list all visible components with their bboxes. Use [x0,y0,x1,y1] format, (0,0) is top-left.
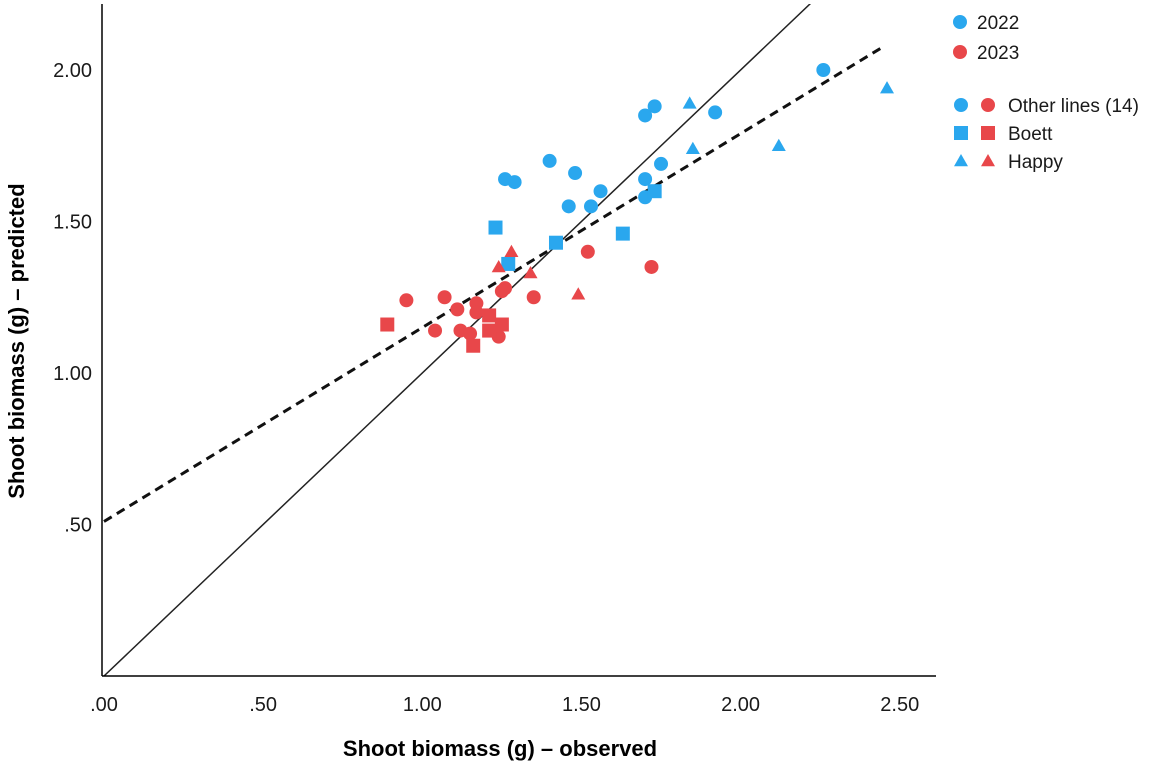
data-square-point-2023 [380,317,395,332]
legend-circle-2023-marker [981,98,995,112]
y-axis-title: Shoot biomass (g) – predicted [4,183,29,498]
data-point-2023 [494,284,509,299]
legend-triangle-2023-marker [981,154,995,167]
data-point-2022 [638,172,653,187]
data-square-point-2023 [494,317,509,332]
data-point-2022 [561,199,576,214]
data-triangle-point-2023 [491,259,506,273]
data-square-point-2022 [647,184,662,199]
legend-line-label: Other lines (14) [1008,96,1139,117]
legend-line-label: Boett [1008,124,1053,145]
data-triangle-point-2022 [685,141,700,155]
x-tick-label: 2.50 [880,694,919,716]
y-tick-label: .50 [64,515,92,537]
axes [101,4,936,677]
x-tick-label: 2.00 [721,694,760,716]
data-point-2022 [593,184,608,199]
data-point-2023 [469,305,484,320]
x-tick-label: .00 [90,694,118,716]
data-point-2022 [542,153,557,168]
legend-year-label: 2023 [977,43,1019,64]
data-square-point-2022 [548,235,563,250]
y-tick-label: 2.00 [53,60,92,82]
data-square-point-2022 [501,256,516,271]
identity-line [103,4,812,676]
data-point-2023 [463,326,478,341]
fit-line [103,45,885,523]
data-point-2023 [399,293,414,308]
data-triangle-point-2023 [504,244,519,258]
data-point-2022 [638,108,653,123]
legend: 2022 2023 Other lines (14) Boett Happy [953,13,1139,173]
legend-year-marker [953,45,967,59]
data-point-2023 [428,323,443,338]
legend-year-label: 2022 [977,13,1019,34]
data-triangle-point-2022 [880,81,895,94]
data-square-point-2022 [488,220,503,235]
x-tick-label: 1.00 [403,694,442,716]
data-point-2022 [647,99,662,114]
data-point-2022 [583,199,598,214]
legend-line-label: Happy [1008,152,1063,173]
data-point-2023 [580,244,595,259]
legend-year-marker [953,15,967,29]
data-point-2023 [450,302,465,317]
legend-triangle-2022-marker [954,154,968,167]
data-point-2023 [437,290,452,305]
data-square-point-2023 [482,323,497,338]
y-tick-label: 1.00 [53,363,92,385]
data-point-2023 [644,259,659,274]
plot-area [103,4,895,676]
data-triangle-point-2022 [771,138,786,151]
data-triangle-point-2022 [682,96,697,109]
data-square-point-2023 [466,338,481,353]
legend-circle-2022-marker [954,98,968,112]
x-axis-title: Shoot biomass (g) – observed [343,736,657,761]
x-tick-label: 1.50 [562,694,601,716]
data-point-2023 [526,290,541,305]
data-point-2022 [816,63,831,77]
legend-square-2022-marker [954,126,968,140]
data-triangle-point-2023 [571,287,586,300]
y-tick-label: 1.50 [53,212,92,234]
data-square-point-2023 [482,308,497,323]
data-triangle-point-2023 [523,266,538,279]
data-point-2022 [654,156,669,171]
x-tick-label: .50 [249,694,277,716]
legend-square-2023-marker [981,126,995,140]
data-square-point-2022 [615,226,630,241]
data-point-2022 [507,175,522,190]
data-point-2022 [568,166,583,181]
data-point-2022 [708,105,723,120]
tick-labels: .00 .50 1.00 1.50 2.00 2.50 .50 1.00 1.50 2.00 [53,60,919,716]
